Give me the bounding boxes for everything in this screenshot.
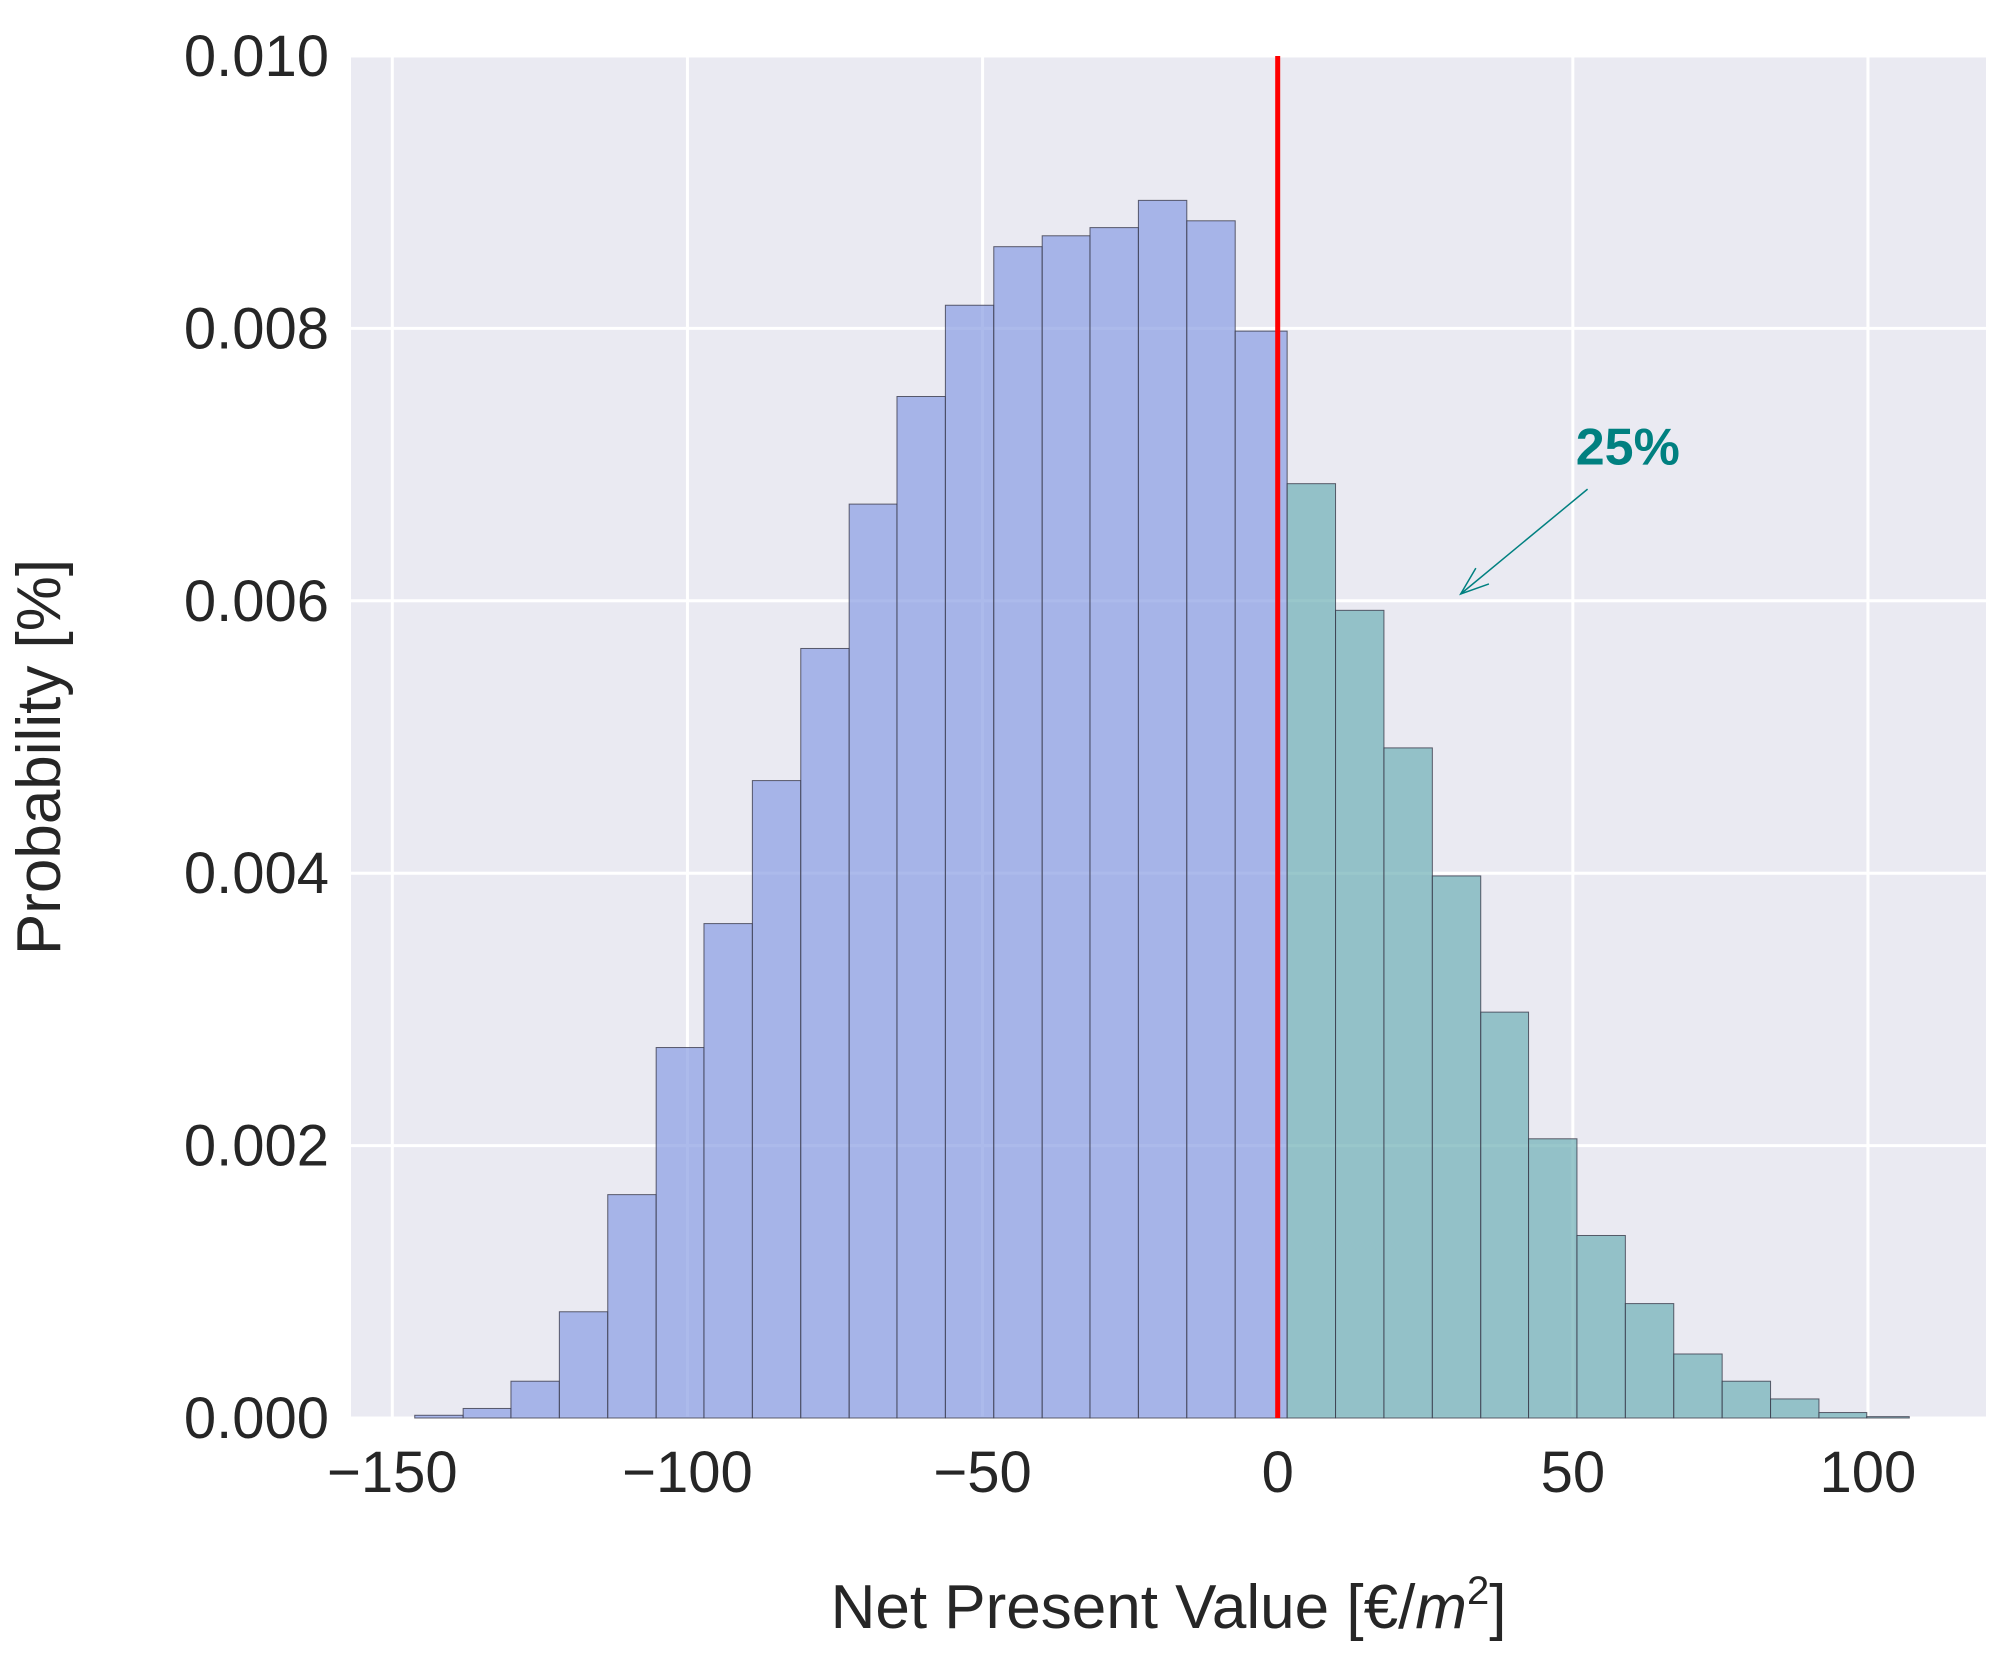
histogram-bar-negative xyxy=(1186,220,1236,1419)
y-tick-label: 0.000 xyxy=(184,1386,329,1451)
histogram-bar-positive xyxy=(1770,1398,1820,1419)
x-tick-label: 50 xyxy=(1541,1440,1606,1505)
histogram-bar-positive xyxy=(1335,609,1385,1419)
histogram-bar-positive xyxy=(1431,875,1482,1419)
annotation: 25% xyxy=(1458,419,1680,596)
histogram-bar-negative xyxy=(558,1311,609,1419)
x-axis-label-var: m xyxy=(1415,1573,1467,1642)
histogram-bars xyxy=(414,199,1910,1419)
histogram-bar-negative xyxy=(510,1380,560,1419)
histogram-bar-negative xyxy=(800,647,850,1419)
histogram-bar-positive xyxy=(1721,1380,1772,1419)
histogram-bar-negative xyxy=(655,1047,705,1419)
histogram-bar-positive xyxy=(1866,1416,1910,1419)
histogram-bar-negative xyxy=(993,246,1043,1419)
annotation-arrow xyxy=(1460,488,1589,595)
y-tick-label: 0.004 xyxy=(184,841,329,906)
histogram-bar-positive xyxy=(1480,1011,1530,1419)
x-axis-label-base: Net Present Value [€/ xyxy=(831,1573,1417,1642)
histogram-bar-negative xyxy=(703,923,753,1419)
annotation-label: 25% xyxy=(1576,419,1680,477)
x-tick-label: −150 xyxy=(327,1440,458,1505)
x-tick-label: −50 xyxy=(933,1440,1031,1505)
y-tick-label: 0.006 xyxy=(184,569,329,634)
x-axis-label: Net Present Value [€/m2] xyxy=(831,1569,1507,1642)
x-tick-label: −100 xyxy=(622,1440,753,1505)
histogram-bar-positive xyxy=(1673,1353,1723,1419)
y-tick-label: 0.010 xyxy=(184,24,329,89)
histogram-bar-negative xyxy=(607,1194,657,1419)
y-axis-label: Probability [%] xyxy=(5,559,74,955)
tick-labels: −150 −100 −50 0 50 100 0.000 0.002 0.004 0.006 0.0… xyxy=(184,24,1916,1505)
histogram-bar-positive xyxy=(1286,483,1337,1419)
histogram-bar-positive xyxy=(1383,747,1433,1419)
histogram-bar-positive xyxy=(1624,1303,1675,1419)
histogram-bar-positive xyxy=(1576,1234,1626,1419)
histogram-bar-negative xyxy=(462,1407,512,1419)
histogram-bar-negative xyxy=(848,503,898,1419)
histogram-bar-negative xyxy=(1137,199,1188,1419)
histogram-bar-positive xyxy=(1528,1138,1578,1419)
histogram-bar-negative xyxy=(896,396,946,1419)
histogram-bar-positive xyxy=(1818,1412,1868,1419)
histogram-bar-negative xyxy=(944,304,995,1419)
x-tick-label: 100 xyxy=(1820,1440,1917,1505)
histogram-bar-negative xyxy=(414,1414,464,1419)
annotation-arrow-head xyxy=(1458,567,1490,596)
x-axis-label-end: ] xyxy=(1489,1573,1506,1642)
y-tick-label: 0.002 xyxy=(184,1114,329,1179)
x-tick-label: 0 xyxy=(1262,1440,1294,1505)
x-axis-label-sup: 2 xyxy=(1467,1569,1489,1613)
histogram-bar-negative xyxy=(1041,235,1091,1419)
y-tick-label: 0.008 xyxy=(184,296,329,361)
histogram-bar-negative xyxy=(1089,227,1139,1419)
histogram-bar-negative xyxy=(751,780,802,1419)
